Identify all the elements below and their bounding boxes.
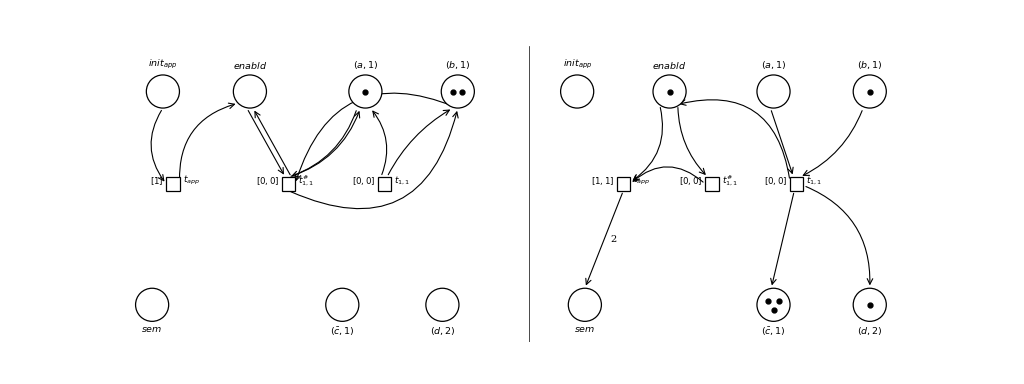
Text: $t^{\#}_{1,1}$: $t^{\#}_{1,1}$ [722, 174, 738, 188]
Circle shape [853, 288, 887, 321]
Text: $sem$: $sem$ [141, 325, 163, 334]
Text: $(d, 2)$: $(d, 2)$ [857, 325, 883, 337]
Circle shape [233, 75, 266, 108]
Text: $init_{app}$: $init_{app}$ [562, 58, 592, 71]
Circle shape [757, 288, 791, 321]
Text: $(a, 1)$: $(a, 1)$ [761, 59, 786, 71]
Bar [706, 177, 719, 190]
Text: $(\bar{c}, 1)$: $(\bar{c}, 1)$ [761, 325, 785, 337]
Text: $(\bar{c}, 1)$: $(\bar{c}, 1)$ [330, 325, 354, 337]
Text: $t_{app}$: $t_{app}$ [182, 174, 200, 187]
Text: $[0,0]$: $[0,0]$ [679, 175, 702, 187]
Circle shape [757, 75, 791, 108]
Text: 2: 2 [610, 235, 616, 244]
Bar [282, 177, 295, 190]
Circle shape [853, 75, 887, 108]
Bar [790, 177, 804, 190]
Circle shape [426, 288, 459, 321]
Circle shape [653, 75, 686, 108]
Circle shape [135, 288, 169, 321]
Text: $t_{1,1}$: $t_{1,1}$ [807, 175, 822, 187]
Bar [378, 177, 391, 190]
Text: $enabld$: $enabld$ [232, 60, 267, 71]
Circle shape [146, 75, 179, 108]
Bar [166, 177, 179, 190]
Bar [616, 177, 630, 190]
Text: $(b, 1)$: $(b, 1)$ [857, 59, 883, 71]
Text: $(d, 2)$: $(d, 2)$ [430, 325, 456, 337]
Circle shape [568, 288, 601, 321]
Text: $sem$: $sem$ [574, 325, 596, 334]
Text: $init_{app}$: $init_{app}$ [148, 58, 177, 71]
Circle shape [560, 75, 594, 108]
Text: $[1,1]$: $[1,1]$ [591, 175, 614, 187]
Circle shape [349, 75, 382, 108]
Text: $[0,0]$: $[0,0]$ [352, 175, 376, 187]
Text: $[0,0]$: $[0,0]$ [256, 175, 280, 187]
Circle shape [441, 75, 474, 108]
Text: $[0,0]$: $[0,0]$ [764, 175, 787, 187]
Text: $t_{1,1}$: $t_{1,1}$ [394, 175, 411, 187]
Text: $(b, 1)$: $(b, 1)$ [445, 59, 471, 71]
Text: $t^{\#}_{1,1}$: $t^{\#}_{1,1}$ [298, 174, 314, 188]
Text: $(a, 1)$: $(a, 1)$ [352, 59, 378, 71]
Text: $[1]$: $[1]$ [151, 175, 164, 187]
Text: $t_{app}$: $t_{app}$ [633, 174, 650, 187]
Text: $enabld$: $enabld$ [652, 60, 687, 71]
Circle shape [326, 288, 358, 321]
